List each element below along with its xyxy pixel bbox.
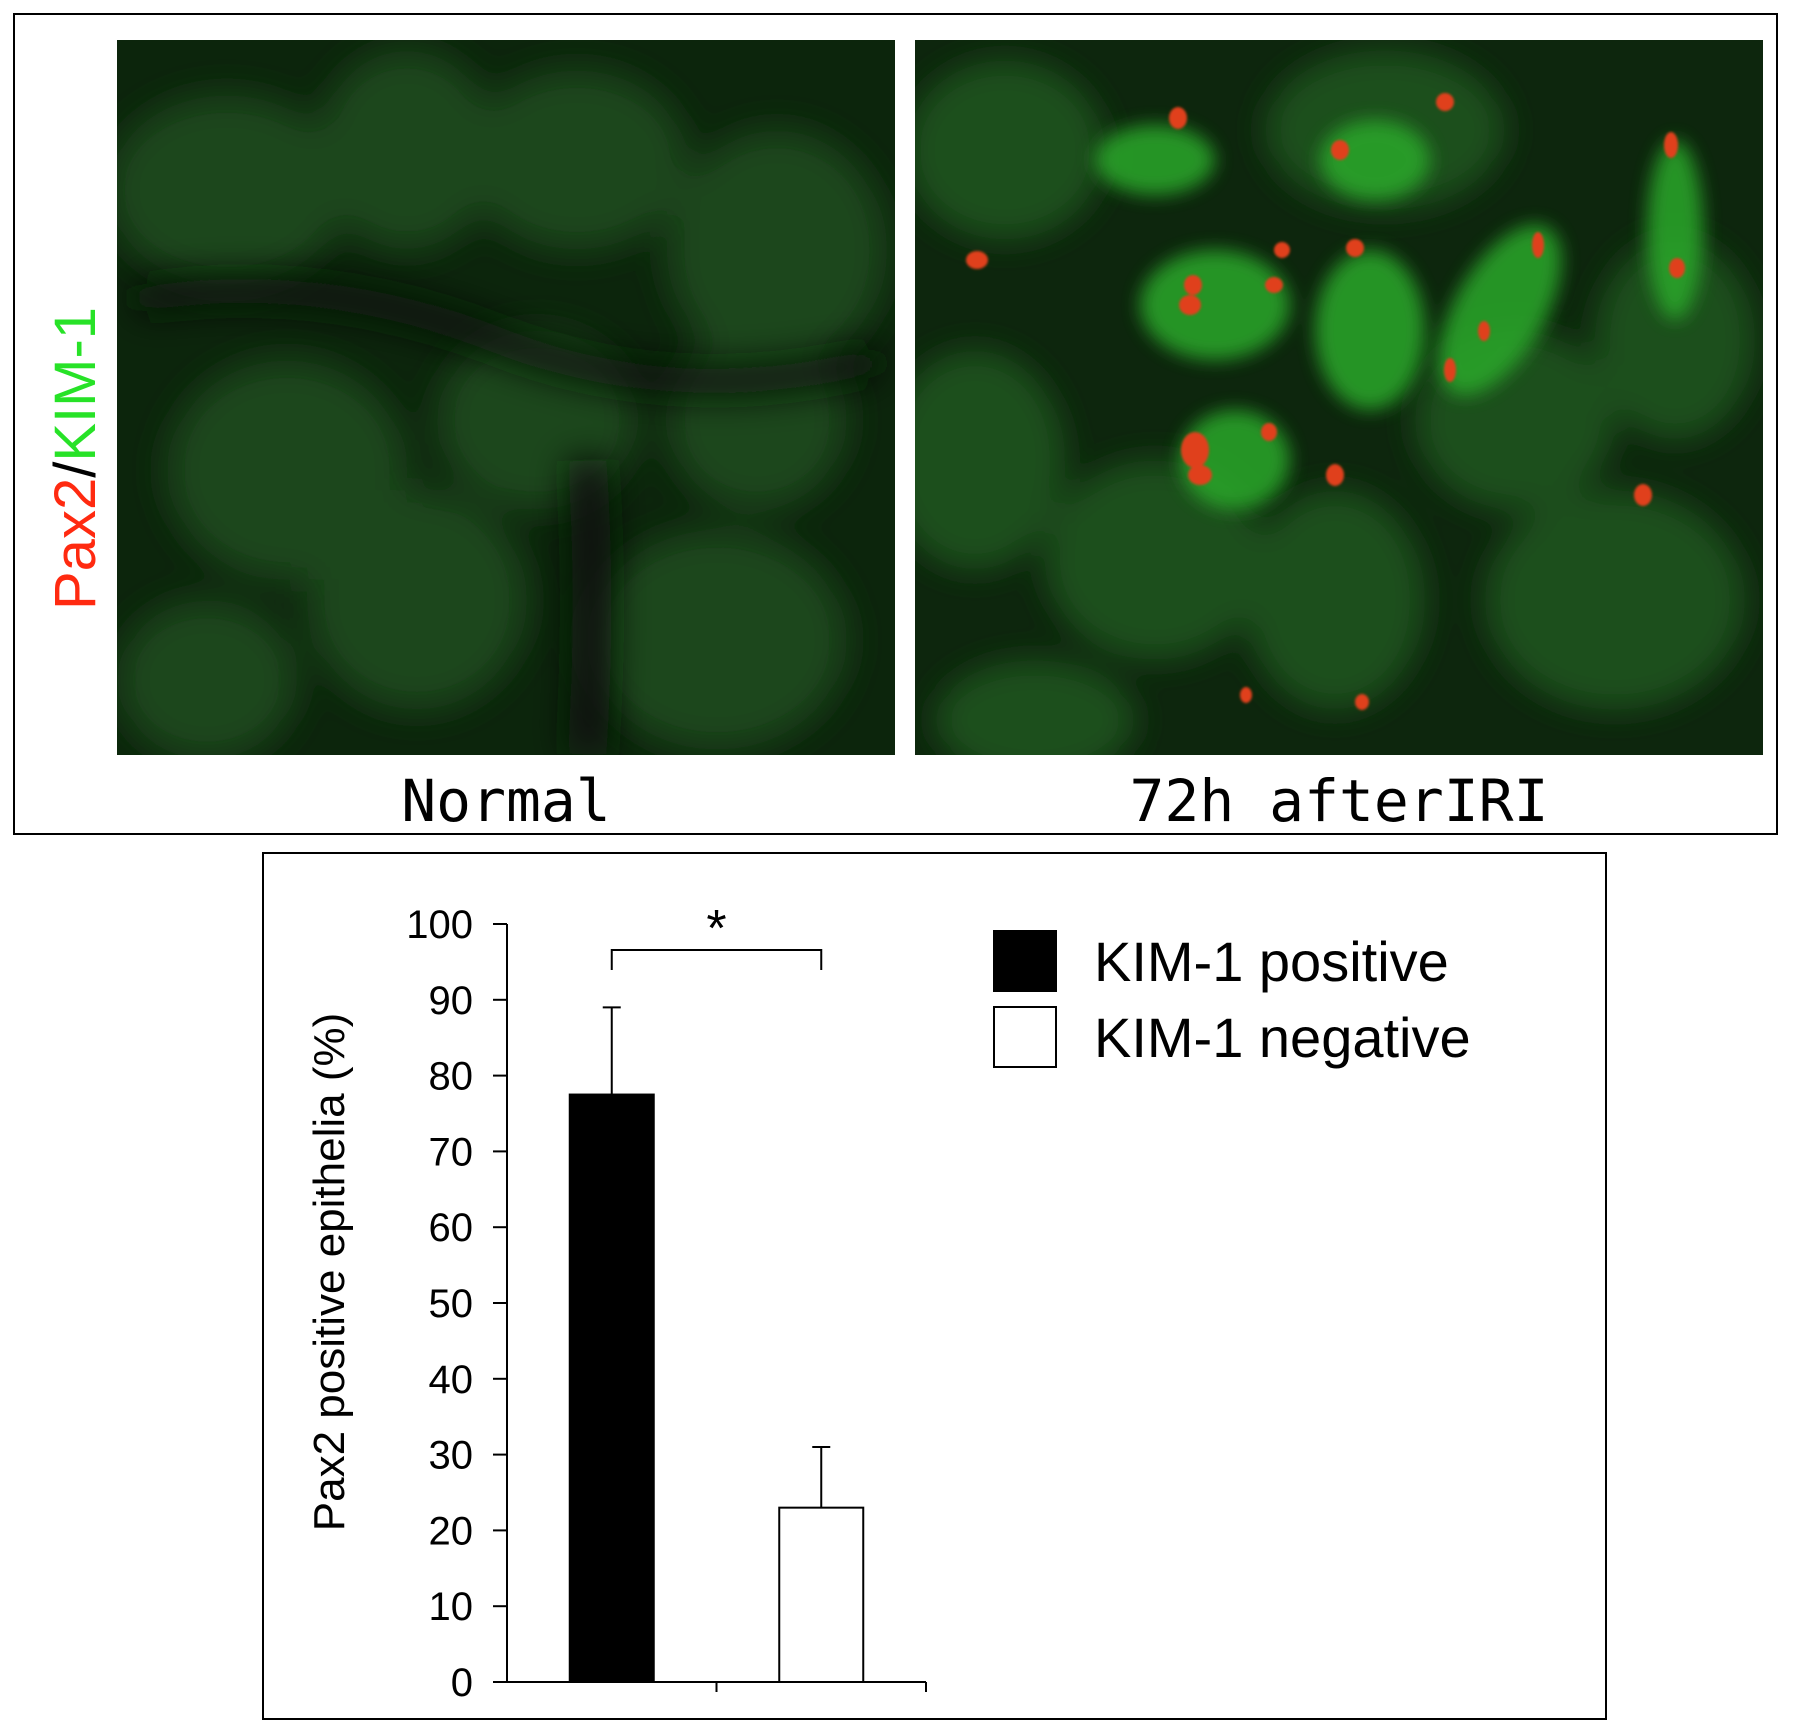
y-tick-label: 40 — [429, 1358, 474, 1402]
y-tick-label: 50 — [429, 1282, 474, 1326]
stain-label-pax2: Pax2 — [43, 478, 108, 610]
legend-swatch — [993, 930, 1057, 992]
bar — [778, 1506, 865, 1683]
y-axis-title: Pax2 positive epithelia (%) — [305, 1013, 354, 1531]
bar-chart-panel: 0 10 20 30 40 50 60 70 80 90 100 * KIM-1 positive K… — [262, 852, 1607, 1720]
panel-caption-normal: Normal — [401, 767, 611, 835]
y-tick-label: 20 — [429, 1509, 474, 1553]
y-tick-label: 80 — [429, 1055, 474, 1099]
significance-label: * — [706, 900, 726, 958]
y-tick-label: 0 — [451, 1661, 473, 1705]
legend-swatch — [993, 1006, 1057, 1068]
y-tick-label: 10 — [429, 1585, 474, 1629]
stain-label: Pax2/KIM-1 — [43, 230, 113, 610]
y-tick-label: 60 — [429, 1206, 474, 1250]
chart-legend: KIM-1 positive KIM-1 negative — [993, 930, 1471, 1069]
y-tick-label: 100 — [406, 903, 473, 947]
chart-bars — [568, 1093, 865, 1684]
y-tick-label: 90 — [429, 979, 474, 1023]
legend-label: KIM-1 positive — [1094, 930, 1449, 993]
y-tick-label: 70 — [429, 1130, 474, 1174]
micrograph-panel: Pax2/KIM-1 — [13, 13, 1778, 835]
micrograph-iri — [915, 40, 1763, 755]
stain-label-separator: / — [43, 461, 108, 478]
bar — [568, 1093, 655, 1684]
significance-line — [610, 949, 823, 970]
micrograph-normal — [117, 40, 895, 755]
legend-label: KIM-1 negative — [1094, 1006, 1471, 1069]
stain-label-kim1: KIM-1 — [43, 307, 108, 462]
chart-error-bars — [602, 1006, 831, 1508]
significance-bracket: * — [610, 900, 823, 970]
stain-label-text: Pax2/KIM-1 — [43, 307, 108, 610]
panel-caption-iri: 72h afterIRI — [1129, 767, 1549, 835]
y-tick-label: 30 — [429, 1434, 474, 1478]
